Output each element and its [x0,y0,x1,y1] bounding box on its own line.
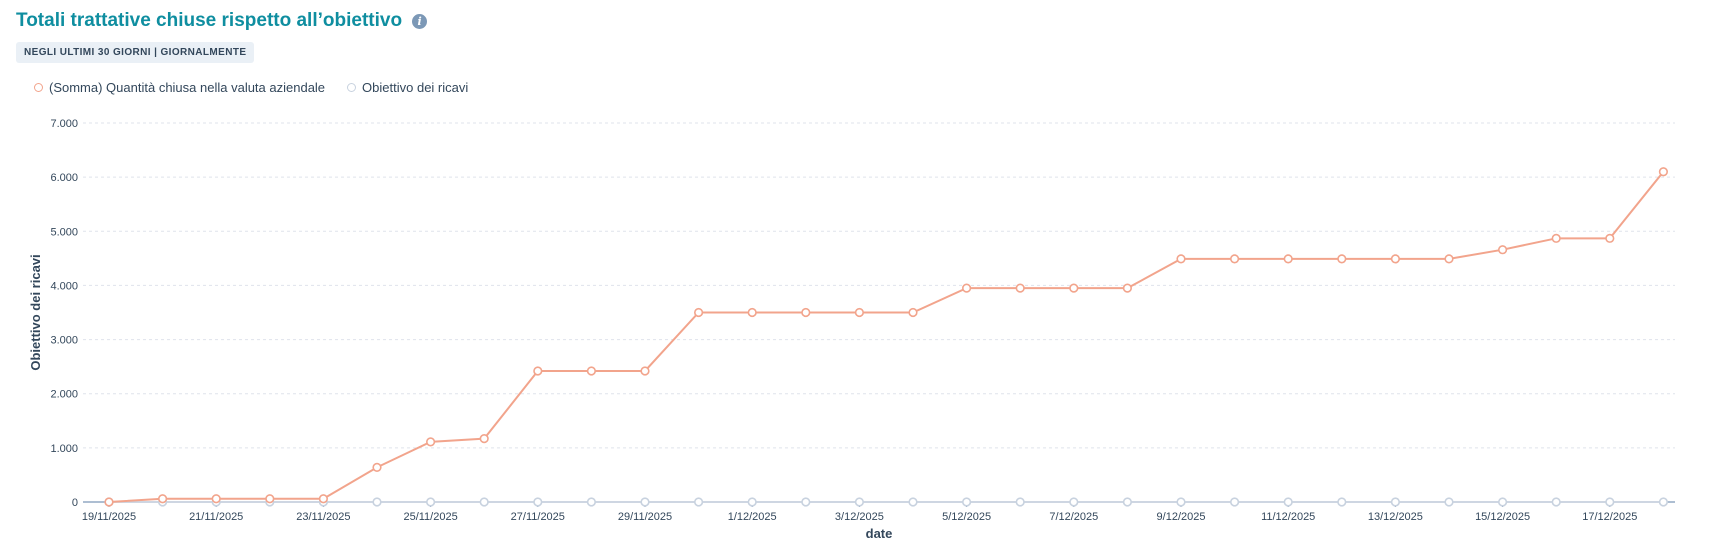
data-point[interactable] [1122,283,1132,293]
data-point[interactable] [693,497,704,507]
data-point[interactable] [801,307,811,318]
data-point[interactable] [1337,497,1347,507]
y-tick-label: 2.000 [50,389,78,401]
data-point[interactable] [1229,254,1240,264]
data-point[interactable] [1497,497,1508,507]
data-point[interactable] [640,497,650,507]
data-point[interactable] [1015,497,1025,507]
legend-item-revenue-goal[interactable]: Obiettivo dei ricavi [347,80,468,95]
data-point[interactable] [1605,233,1615,243]
data-point[interactable] [586,497,597,507]
x-tick-label: 9/12/2025 [1157,511,1206,523]
x-tick-label: 27/11/2025 [511,511,565,523]
x-tick-label: 19/11/2025 [82,511,136,523]
x-tick-label: 15/12/2025 [1475,511,1530,523]
data-point[interactable] [1658,167,1668,177]
x-tick-label: 23/11/2025 [296,511,350,523]
data-point[interactable] [372,462,382,472]
y-tick-label: 5.000 [50,226,78,238]
x-tick-label: 7/12/2025 [1049,511,1098,523]
x-tick-label: 21/11/2025 [189,511,243,523]
data-point[interactable] [1390,497,1400,507]
data-point[interactable] [318,494,329,504]
data-point[interactable] [1444,497,1454,507]
legend-marker-circle-icon [34,83,43,92]
y-tick-label: 0 [72,497,78,509]
data-point[interactable] [479,497,489,507]
legend-marker-circle-icon [347,83,357,92]
data-point[interactable] [1551,233,1561,243]
data-point[interactable] [961,283,972,293]
legend-item-closed-amount[interactable]: (Somma) Quantità chiusa nella valuta azi… [34,80,325,95]
data-point[interactable] [104,497,114,507]
data-point[interactable] [1444,254,1454,264]
data-point[interactable] [747,497,757,507]
x-tick-label: 5/12/2025 [942,511,991,523]
data-point[interactable] [372,497,382,507]
data-point[interactable] [265,494,275,504]
data-point[interactable] [961,497,972,507]
data-point[interactable] [640,366,650,376]
x-tick-label: 25/11/2025 [403,511,457,523]
data-point[interactable] [479,434,489,444]
data-point[interactable] [693,307,704,318]
x-tick-label: 11/12/2025 [1261,511,1315,523]
grid-lines [83,122,1675,449]
data-point[interactable] [158,494,168,504]
data-point[interactable] [1176,254,1186,264]
data-point[interactable] [533,366,543,376]
y-axis-ticks: 0 1.000 2.000 3.000 4.000 5.000 6.000 7.000 [50,118,78,509]
y-axis-title: Obiettivo dei ricavi [28,254,43,370]
y-tick-label: 4.000 [50,280,78,292]
data-point[interactable] [908,497,918,507]
x-axis-title: date [866,526,893,541]
y-tick-label: 7.000 [50,118,78,130]
data-point[interactable] [1390,254,1400,264]
series-line [108,171,1665,503]
data-point[interactable] [211,494,221,504]
y-tick-label: 1.000 [50,443,78,455]
data-point[interactable] [1229,497,1240,507]
series-group [104,167,1668,507]
x-tick-label: 17/12/2025 [1582,511,1637,523]
x-tick-label: 1/12/2025 [728,511,777,523]
data-point[interactable] [586,366,597,376]
legend-label: Obiettivo dei ricavi [362,80,469,95]
chart-title: Totali trattative chiuse rispetto all’ob… [16,10,403,31]
chart-header: Totali trattative chiuse rispetto all’ob… [16,10,428,63]
data-point[interactable] [1122,497,1132,507]
x-axis-ticks: 19/11/2025 21/11/2025 23/11/2025 25/11/2025… [82,502,1637,523]
data-point[interactable] [908,307,918,318]
info-icon[interactable]: i [412,13,428,29]
data-point[interactable] [1605,497,1615,507]
data-point[interactable] [1283,254,1293,264]
data-point[interactable] [801,497,811,507]
y-tick-label: 6.000 [50,172,78,184]
legend-label: (Somma) Quantità chiusa nella valuta azi… [49,80,326,95]
data-point[interactable] [1337,254,1347,264]
data-point[interactable] [747,307,757,318]
x-tick-label: 29/11/2025 [618,511,672,523]
y-tick-label: 3.000 [50,335,78,347]
data-point[interactable] [1658,497,1668,507]
data-point[interactable] [426,497,436,507]
data-point[interactable] [1551,497,1561,507]
data-point[interactable] [854,497,865,507]
data-point[interactable] [1069,283,1079,293]
data-point[interactable] [1176,497,1186,507]
data-point[interactable] [1283,497,1293,507]
data-point[interactable] [1015,283,1025,293]
x-tick-label: 13/12/2025 [1368,511,1423,523]
data-point[interactable] [533,497,543,507]
data-point[interactable] [1497,245,1508,255]
data-point[interactable] [1069,497,1079,507]
data-point[interactable] [426,437,436,447]
x-tick-label: 3/12/2025 [835,511,884,523]
date-range-badge: NEGLI ULTIMI 30 GIORNI | GIORNALMENTE [16,42,255,63]
chart-legend: (Somma) Quantità chiusa nella valuta azi… [34,80,468,95]
title-row: Totali trattative chiuse rispetto all’ob… [16,10,428,32]
data-point[interactable] [854,307,865,318]
